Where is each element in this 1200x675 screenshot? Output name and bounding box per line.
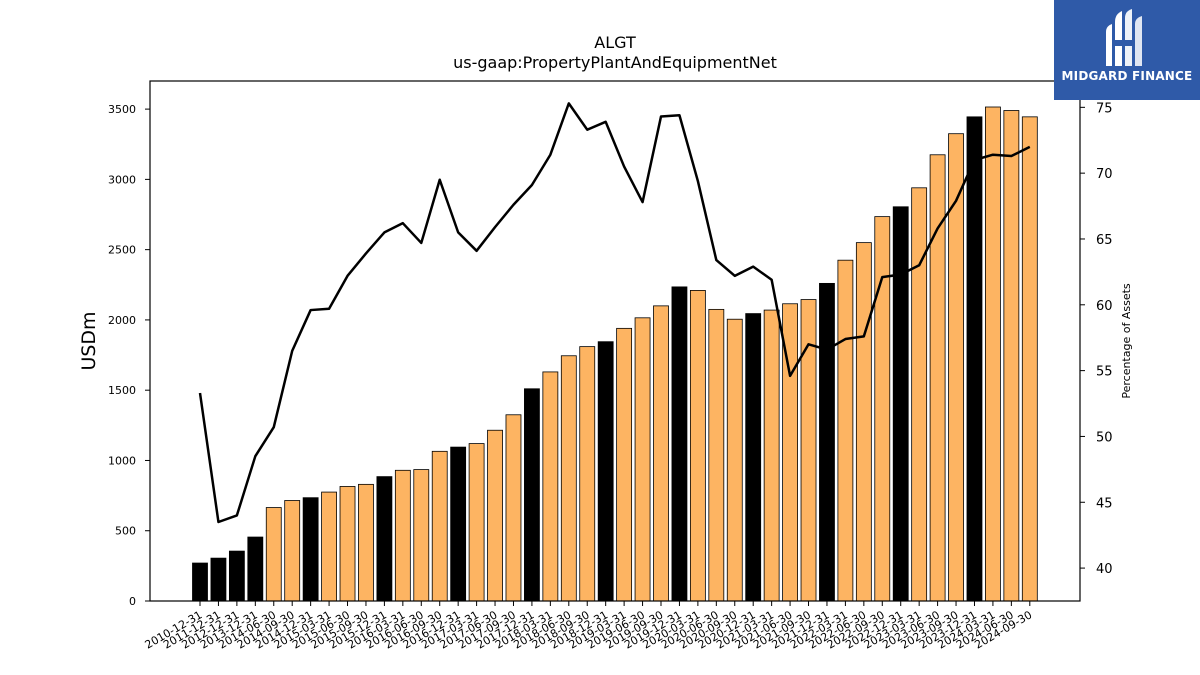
percentage-of-assets-line xyxy=(198,102,1031,524)
bar-2024-09-30 xyxy=(1021,116,1038,602)
bar-2020-12-31 xyxy=(745,313,762,602)
chart-subtitle: us-gaap:PropertyPlantAndEquipmentNet xyxy=(453,53,777,72)
brand-name: MIDGARD FINANCE xyxy=(1061,69,1193,83)
bar-2018-03-31 xyxy=(542,371,559,602)
bar-2011-12-31 xyxy=(210,557,227,602)
bar-2015-12-31 xyxy=(376,476,393,602)
bar-2018-06-30 xyxy=(560,355,577,602)
bar-2012-12-31 xyxy=(228,550,245,602)
bar-2022-06-30 xyxy=(855,242,872,602)
y-tick-label: 3500 xyxy=(108,103,136,116)
y-tick-label: 500 xyxy=(115,525,136,538)
bar-2021-12-31 xyxy=(819,282,835,602)
chart-title: ALGT xyxy=(594,33,636,52)
bar-2015-03-31 xyxy=(321,491,337,602)
y2-axis-label: Percentage of Assets xyxy=(1120,283,1133,399)
y-tick-label: 2500 xyxy=(108,244,136,257)
bar-series xyxy=(192,106,1038,602)
bar-2023-03-31 xyxy=(911,187,928,602)
bar-2010-12-31 xyxy=(192,562,208,602)
bar-2023-09-30 xyxy=(948,133,964,602)
bar-2022-09-30 xyxy=(874,216,891,602)
bar-2016-06-30 xyxy=(413,469,430,602)
bar-2019-06-30 xyxy=(634,317,651,602)
bar-2017-09-30 xyxy=(505,414,522,602)
y2-tick-label: 70 xyxy=(1096,167,1113,182)
bar-2014-12-31 xyxy=(302,497,319,602)
bar-2019-03-31 xyxy=(616,327,633,602)
bar-2014-06-30 xyxy=(265,507,282,602)
bar-2016-03-31 xyxy=(394,469,411,602)
bar-2017-03-31 xyxy=(468,443,485,602)
bar-2020-09-30 xyxy=(726,318,743,602)
y2-tick-label: 55 xyxy=(1096,365,1113,380)
bar-2020-03-31 xyxy=(689,290,706,602)
bar-2013-12-31 xyxy=(247,536,264,602)
y-tick-label: 1000 xyxy=(108,454,136,467)
bar-2024-06-30 xyxy=(1003,110,1020,602)
brand-logo: MIDGARD FINANCE xyxy=(1054,0,1200,100)
bar-2021-03-31 xyxy=(763,309,780,602)
y-axis-label: USDm xyxy=(78,311,100,370)
y2-tick-label: 50 xyxy=(1096,430,1113,445)
bar-2019-12-31 xyxy=(671,286,688,602)
bar-2022-12-31 xyxy=(892,206,909,602)
bar-2024-03-31 xyxy=(985,106,1001,602)
y2-axis-ticks: 40 45 50 55 60 65 70 75 xyxy=(1080,101,1113,577)
y2-tick-label: 40 xyxy=(1096,562,1113,577)
bar-2015-06-30 xyxy=(339,486,356,602)
bar-2020-06-30 xyxy=(708,308,725,602)
bar-2023-12-31 xyxy=(966,116,983,602)
plot-frame xyxy=(149,80,1081,602)
y2-tick-label: 75 xyxy=(1096,101,1113,116)
y2-tick-label: 45 xyxy=(1096,496,1113,511)
y2-tick-label: 65 xyxy=(1096,233,1113,248)
bar-2018-12-31 xyxy=(597,341,614,602)
y-tick-label: 1500 xyxy=(108,384,136,397)
midgard-logo-icon xyxy=(1106,9,1142,66)
bar-2018-09-30 xyxy=(579,346,596,602)
bar-2016-09-30 xyxy=(431,450,448,602)
bar-2014-09-30 xyxy=(284,500,301,602)
bar-2017-12-31 xyxy=(524,388,540,602)
bar-2015-09-30 xyxy=(358,483,374,602)
y-tick-label: 0 xyxy=(129,595,136,608)
bar-2016-12-31 xyxy=(450,446,467,602)
y-tick-label: 3000 xyxy=(108,173,136,186)
x-axis-ticks: 2010-12-312011-12-312012-12-312013-12-31… xyxy=(143,601,1034,652)
bar-2017-06-30 xyxy=(487,429,503,602)
y-axis-ticks: 0 500 1000 1500 2000 2500 3000 3500 xyxy=(108,103,150,608)
bar-2019-09-30 xyxy=(653,305,669,602)
y-tick-label: 2000 xyxy=(108,314,136,327)
bar-2022-03-31 xyxy=(837,259,854,602)
y2-tick-label: 60 xyxy=(1096,299,1113,314)
